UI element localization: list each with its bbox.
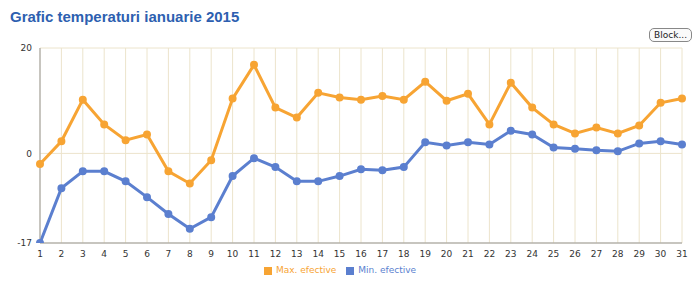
svg-text:4: 4 — [101, 249, 107, 259]
svg-text:20: 20 — [21, 43, 33, 53]
svg-text:-17: -17 — [17, 238, 32, 248]
svg-text:9: 9 — [208, 249, 214, 259]
svg-text:27: 27 — [591, 249, 602, 259]
svg-text:10: 10 — [227, 249, 239, 259]
svg-text:22: 22 — [484, 249, 495, 259]
svg-text:7: 7 — [166, 249, 172, 259]
svg-text:26: 26 — [569, 249, 581, 259]
html-text:Grafic temperaturi ianuarie 20: Grafic temperaturi ianuarie 2015 — [10, 8, 240, 25]
svg-text:19: 19 — [419, 249, 431, 259]
html-text:Min. efective: Min. efective — [358, 265, 417, 275]
svg-text:30: 30 — [655, 249, 667, 259]
svg-text:29: 29 — [633, 249, 645, 259]
svg-text:23: 23 — [505, 249, 516, 259]
svg-text:31: 31 — [676, 249, 687, 259]
svg-text:24: 24 — [526, 249, 538, 259]
html-text:Block...: Block... — [654, 30, 687, 40]
html-text:Max. efective: Max. efective — [275, 265, 337, 275]
svg-text:12: 12 — [270, 249, 281, 259]
svg-text:20: 20 — [441, 249, 453, 259]
svg-text:2: 2 — [59, 249, 65, 259]
svg-text:5: 5 — [123, 249, 129, 259]
svg-text:14: 14 — [312, 249, 324, 259]
svg-text:25: 25 — [548, 249, 559, 259]
svg-text:16: 16 — [355, 249, 367, 259]
svg-text:17: 17 — [377, 249, 388, 259]
svg-text:28: 28 — [612, 249, 624, 259]
svg-text:21: 21 — [462, 249, 473, 259]
svg-text:1: 1 — [37, 249, 43, 259]
svg-text:13: 13 — [291, 249, 302, 259]
svg-text:3: 3 — [80, 249, 86, 259]
svg-text:8: 8 — [187, 249, 193, 259]
svg-text:0: 0 — [26, 149, 32, 159]
svg-text:18: 18 — [398, 249, 410, 259]
svg-text:15: 15 — [334, 249, 345, 259]
svg-text:6: 6 — [144, 249, 150, 259]
svg-text:11: 11 — [248, 249, 259, 259]
